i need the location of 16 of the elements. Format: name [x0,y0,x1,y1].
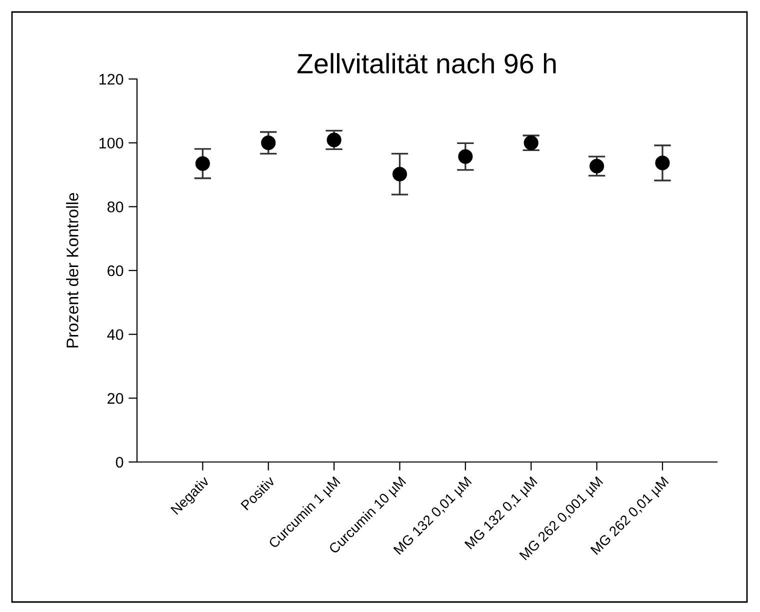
y-tick-label: 60 [108,265,124,276]
chart-title: Zellvitalität nach 96 h [297,53,556,74]
point [195,156,210,171]
y-tick-label: 40 [107,329,124,340]
y-tick-label: 0 [116,456,124,468]
point [326,132,342,148]
y-tick-label: 20 [108,393,124,404]
y-axis-title: Prozent der Kontrolle [66,192,78,348]
point [458,149,473,164]
point [590,158,604,174]
point [655,156,670,170]
point [261,136,276,150]
y-tick-label: 120 [99,74,124,85]
y-tick-label: 80 [107,202,124,212]
y-tick-label: 100 [99,138,124,149]
point [392,166,408,182]
